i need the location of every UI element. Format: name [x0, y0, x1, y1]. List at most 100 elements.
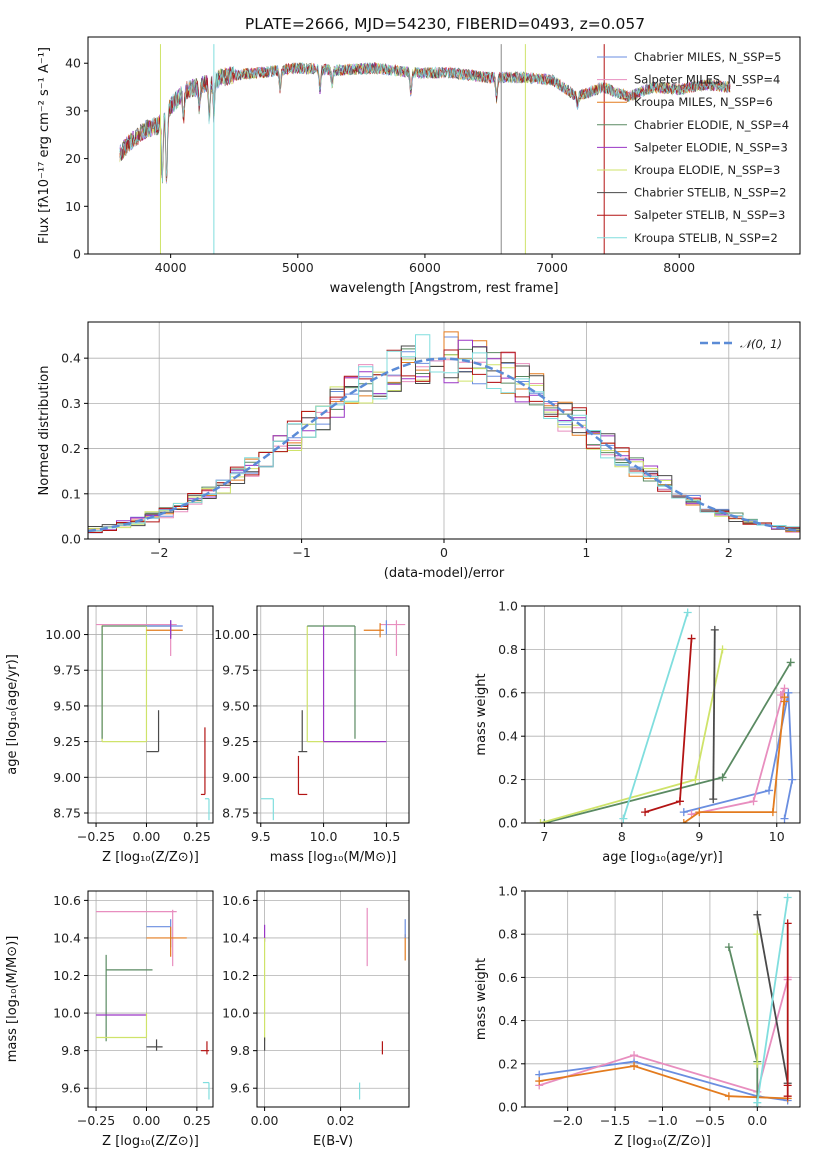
- figure-title: PLATE=2666, MJD=54230, FIBERID=0493, z=0…: [245, 15, 645, 33]
- y-axis-label: Flux [fλ10⁻¹⁷ erg cm⁻² s⁻¹ A⁻¹]: [37, 47, 52, 244]
- legend-label: Salpeter MILES, N_SSP=4: [634, 73, 780, 87]
- y-tick-label: 9.6: [230, 1081, 250, 1096]
- legend-label: Salpeter STELIB, N_SSP=3: [634, 208, 785, 222]
- y-axis-label: mass weight: [474, 673, 489, 755]
- weight-marker: [687, 634, 696, 643]
- age_vs_mass-panel: 9.5 10.0 10.5 8.75 9.00 9.25 9.50 9.75 10.00 mass…: [214, 605, 410, 865]
- x-tick-label: 10.5: [372, 829, 400, 844]
- mass_vs_ebv-panel: 0.00 0.02 9.6 9.8 10.0 10.2 10.4 10.6 E(B-V): [222, 890, 410, 1149]
- y-tick-label: 0.0: [61, 532, 81, 547]
- y-tick-label: 9.75: [53, 663, 81, 678]
- weight-marker: [753, 1059, 762, 1068]
- spectrum-panel: 4000 5000 6000 7000 8000 0 10 20 30 40 wavelength …: [37, 36, 801, 296]
- y-tick-label: 1.0: [498, 599, 518, 614]
- legend-label: Kroupa ELODIE, N_SSP=3: [634, 163, 780, 177]
- x-tick-label: 7000: [536, 260, 568, 275]
- weight-marker: [784, 688, 793, 697]
- legend-label: Chabrier ELODIE, N_SSP=4: [634, 118, 789, 132]
- x-tick-label: 0: [440, 545, 448, 560]
- normal-distribution-curve: [88, 357, 800, 533]
- y-tick-label: 10.2: [222, 968, 250, 983]
- mass_vs_ebv-plot-area: [264, 907, 406, 1100]
- weight-marker: [783, 1081, 792, 1090]
- y-tick-label: 0.0: [498, 816, 518, 831]
- x-tick-label: −0.5: [695, 1113, 725, 1128]
- weight-marker: [641, 808, 650, 817]
- x-tick-label: 2: [725, 545, 733, 560]
- y-tick-label: 0.6: [498, 970, 518, 985]
- weight-marker: [786, 658, 795, 667]
- y-tick-label: 40: [65, 56, 81, 71]
- axes-frame: [87, 36, 801, 255]
- weight-marker: [780, 814, 789, 823]
- y-tick-label: 30: [65, 103, 81, 118]
- y-tick-label: 9.50: [222, 698, 250, 713]
- y-axis-label: mass weight: [474, 958, 489, 1040]
- weight-marker: [780, 697, 789, 706]
- weight-marker: [679, 819, 688, 823]
- x-tick-label: −2: [150, 545, 168, 560]
- y-tick-label: 9.00: [222, 770, 250, 785]
- x-tick-label: −1.5: [600, 1113, 630, 1128]
- weight-marker: [783, 1092, 792, 1101]
- weight-marker: [535, 1077, 544, 1086]
- weight-marker: [724, 1092, 733, 1101]
- weight-series-line: [712, 629, 716, 800]
- x-tick-label: 0.00: [133, 1113, 161, 1128]
- y-tick-label: 9.25: [53, 734, 81, 749]
- x-tick-label: 10: [769, 829, 785, 844]
- y-axis-label: mass [log₁₀(M/M⊙)]: [5, 936, 20, 1063]
- x-tick-label: 4000: [155, 260, 187, 275]
- y-tick-label: 0.8: [498, 642, 518, 657]
- weight-marker: [630, 1061, 639, 1070]
- y-tick-label: 8.75: [222, 806, 250, 821]
- x-tick-label: 5000: [282, 260, 314, 275]
- y-tick-label: 0.1: [61, 486, 81, 501]
- weight-marker: [749, 797, 758, 806]
- x-axis-label: mass [log₁₀(M/M⊙)]: [270, 850, 397, 865]
- y-tick-label: 10: [65, 199, 81, 214]
- y-tick-label: 9.8: [61, 1043, 81, 1058]
- weight_vs_Z-panel: −2.0 −1.5 −1.0 −0.5 0.0 0.0 0.2 0.4 0.6 0.8 1.0 Z […: [474, 884, 801, 1149]
- axes-frame: [87, 890, 214, 1108]
- age_vs_Z-plot-area: [96, 620, 210, 821]
- y-tick-label: 0.4: [61, 351, 81, 366]
- residuals-panel: −2 −1 0 1 2 0.0 0.1 0.2 0.3 0.4 (data-model)/error…: [37, 321, 801, 581]
- axes-frame: [256, 605, 410, 824]
- weight-marker: [619, 814, 628, 823]
- y-tick-label: 0.2: [61, 441, 81, 456]
- weight_vs_age-panel: 7 8 9 10 0.0 0.2 0.4 0.6 0.8 1.0 age [log₁₀(age/yr…: [474, 599, 801, 865]
- y-axis-label: age [log₁₀(age/yr)]: [5, 654, 20, 775]
- y-tick-label: 9.50: [53, 698, 81, 713]
- weight-marker: [675, 797, 684, 806]
- x-tick-label: 9.5: [251, 829, 271, 844]
- legend-label: Kroupa MILES, N_SSP=6: [634, 95, 773, 109]
- x-tick-label: 6000: [409, 260, 441, 275]
- weight-marker: [536, 819, 545, 823]
- weight-marker: [710, 625, 719, 634]
- x-axis-label: Z [log₁₀(Z/Z⊙)]: [102, 850, 199, 865]
- y-tick-label: 0.6: [498, 685, 518, 700]
- y-axis-label: Normed distribution: [37, 366, 52, 496]
- y-tick-label: 10.4: [222, 930, 250, 945]
- y-tick-label: 10.0: [53, 1006, 81, 1021]
- y-tick-label: 1.0: [498, 884, 518, 899]
- mass_vs_Z-panel: −0.25 0.00 0.25 9.6 9.8 10.0 10.2 10.4 10.6 Z [lo…: [5, 890, 214, 1149]
- axes-frame: [256, 890, 410, 1108]
- y-tick-label: 0.3: [61, 396, 81, 411]
- y-tick-label: 0.4: [498, 1013, 518, 1028]
- x-tick-label: −1: [292, 545, 310, 560]
- x-tick-label: 7: [540, 829, 548, 844]
- y-tick-label: 10.6: [222, 893, 250, 908]
- weight-marker: [783, 893, 792, 902]
- weight-marker: [691, 775, 700, 784]
- weight-series-line: [539, 1060, 788, 1102]
- y-tick-label: 9.8: [230, 1043, 250, 1058]
- residual-histogram: [88, 334, 800, 532]
- age_vs_mass-plot-area: [260, 620, 406, 821]
- y-tick-label: 10.0: [222, 1006, 250, 1021]
- weight-marker: [783, 919, 792, 928]
- y-tick-label: 20: [65, 151, 81, 166]
- spectrum-line: [119, 61, 731, 183]
